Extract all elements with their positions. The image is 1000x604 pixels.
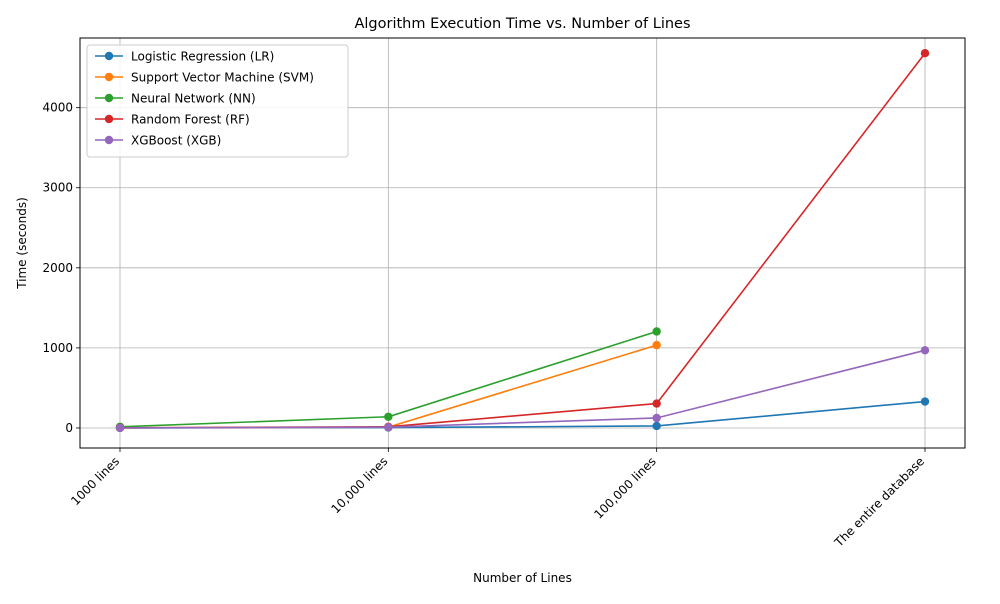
legend-item: XGBoost (XGB) xyxy=(95,134,221,148)
legend-label: Neural Network (NN) xyxy=(131,92,256,106)
data-point xyxy=(920,397,930,406)
legend-item: Logistic Regression (LR) xyxy=(95,50,274,64)
legend-box xyxy=(86,44,349,158)
chart-title: Algorithm Execution Time vs. Number of L… xyxy=(354,16,690,32)
x-tick-label: 1000 lines xyxy=(68,454,122,508)
legend-swatch-marker xyxy=(104,93,114,103)
data-point xyxy=(652,421,661,431)
data-point xyxy=(652,413,661,423)
data-point xyxy=(384,422,393,432)
legend-label: Random Forest (RF) xyxy=(131,113,250,127)
data-point xyxy=(652,399,661,408)
legend-label: Logistic Regression (LR) xyxy=(131,50,274,64)
y-axis-label: Time (seconds) xyxy=(15,197,29,290)
data-point xyxy=(920,49,930,58)
axes: 1000 lines 10,000 lines 100,000 lines The e… xyxy=(42,101,927,550)
data-point xyxy=(920,346,930,355)
legend-item: Random Forest (RF) xyxy=(95,113,250,127)
x-axis-label: Number of Lines xyxy=(473,571,572,585)
data-point xyxy=(115,423,125,433)
data-point xyxy=(652,327,661,336)
x-tick-label: 10,000 lines xyxy=(328,454,390,516)
series-line xyxy=(119,349,926,429)
plot-frame xyxy=(79,37,966,449)
legend-swatch-marker xyxy=(104,51,114,61)
legend-swatch-marker xyxy=(104,72,114,82)
legend-label: XGBoost (XGB) xyxy=(131,134,221,148)
legend-label: Support Vector Machine (SVM) xyxy=(131,71,314,85)
x-tick-label: The entire database xyxy=(831,454,927,550)
y-tick-label: 3000 xyxy=(42,181,73,195)
legend: Logistic Regression (LR) Support Vector M… xyxy=(86,44,349,158)
y-tick-label: 1000 xyxy=(42,341,73,355)
legend-swatch-marker xyxy=(104,135,114,145)
y-tick-label: 4000 xyxy=(42,101,73,115)
x-tick-label: 100,000 lines xyxy=(591,454,658,521)
series-xgboost-xgb xyxy=(115,346,930,433)
legend-item: Neural Network (NN) xyxy=(95,92,256,106)
legend-swatch-marker xyxy=(104,114,114,124)
data-point xyxy=(384,412,393,421)
data-point xyxy=(652,340,661,350)
y-tick-label: 0 xyxy=(65,421,73,435)
y-tick-label: 2000 xyxy=(42,261,73,275)
series-group xyxy=(115,49,930,433)
legend-item: Support Vector Machine (SVM) xyxy=(95,71,314,85)
